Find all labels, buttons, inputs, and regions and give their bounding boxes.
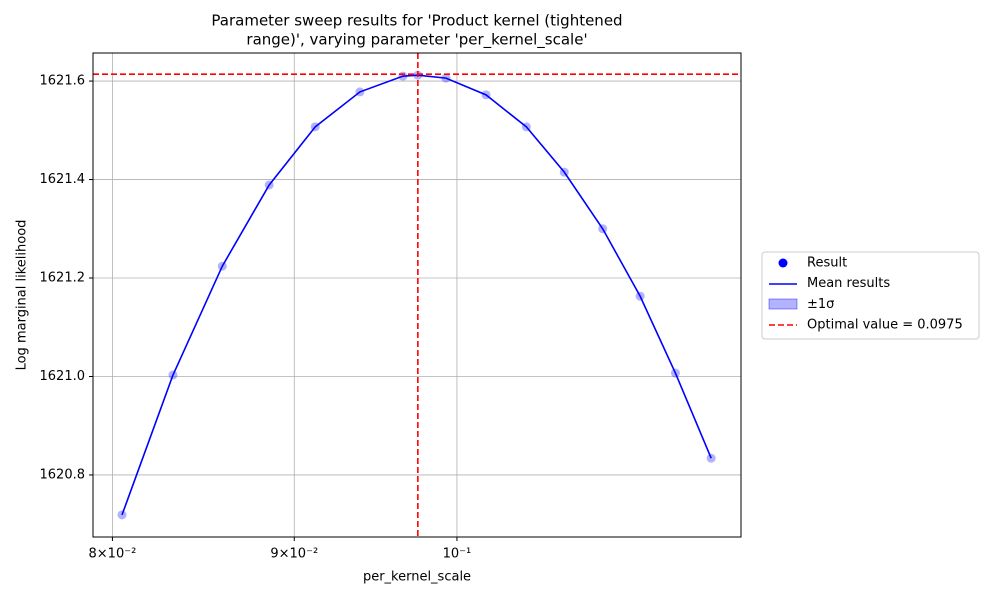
chart-title: range)', varying parameter 'per_kernel_s… xyxy=(246,31,587,50)
y-tick-label: 1621.4 xyxy=(40,172,86,187)
legend-label: Optimal value = 0.0975 xyxy=(807,318,963,333)
legend-marker xyxy=(778,258,788,268)
y-axis-label: Log marginal likelihood xyxy=(15,220,30,371)
legend-label: Result xyxy=(807,256,847,271)
y-tick-label: 1621.0 xyxy=(40,369,86,384)
y-tick-label: 1620.8 xyxy=(40,467,86,482)
y-tick-label: 1621.2 xyxy=(40,271,86,286)
chart-title: Parameter sweep results for 'Product ker… xyxy=(211,12,622,30)
legend-label: ±1σ xyxy=(807,297,834,312)
mean-line xyxy=(121,74,712,516)
plot-frame xyxy=(92,52,742,538)
legend-label: Mean results xyxy=(807,276,890,291)
x-tick-label: 10⁻¹ xyxy=(443,547,472,562)
legend-marker xyxy=(768,298,798,310)
legend-box xyxy=(761,251,980,340)
x-tick-label: 8×10⁻² xyxy=(89,547,137,562)
x-axis-label: per_kernel_scale xyxy=(363,570,471,585)
x-tick-label: 9×10⁻² xyxy=(270,547,318,562)
y-tick-label: 1621.6 xyxy=(40,74,86,89)
